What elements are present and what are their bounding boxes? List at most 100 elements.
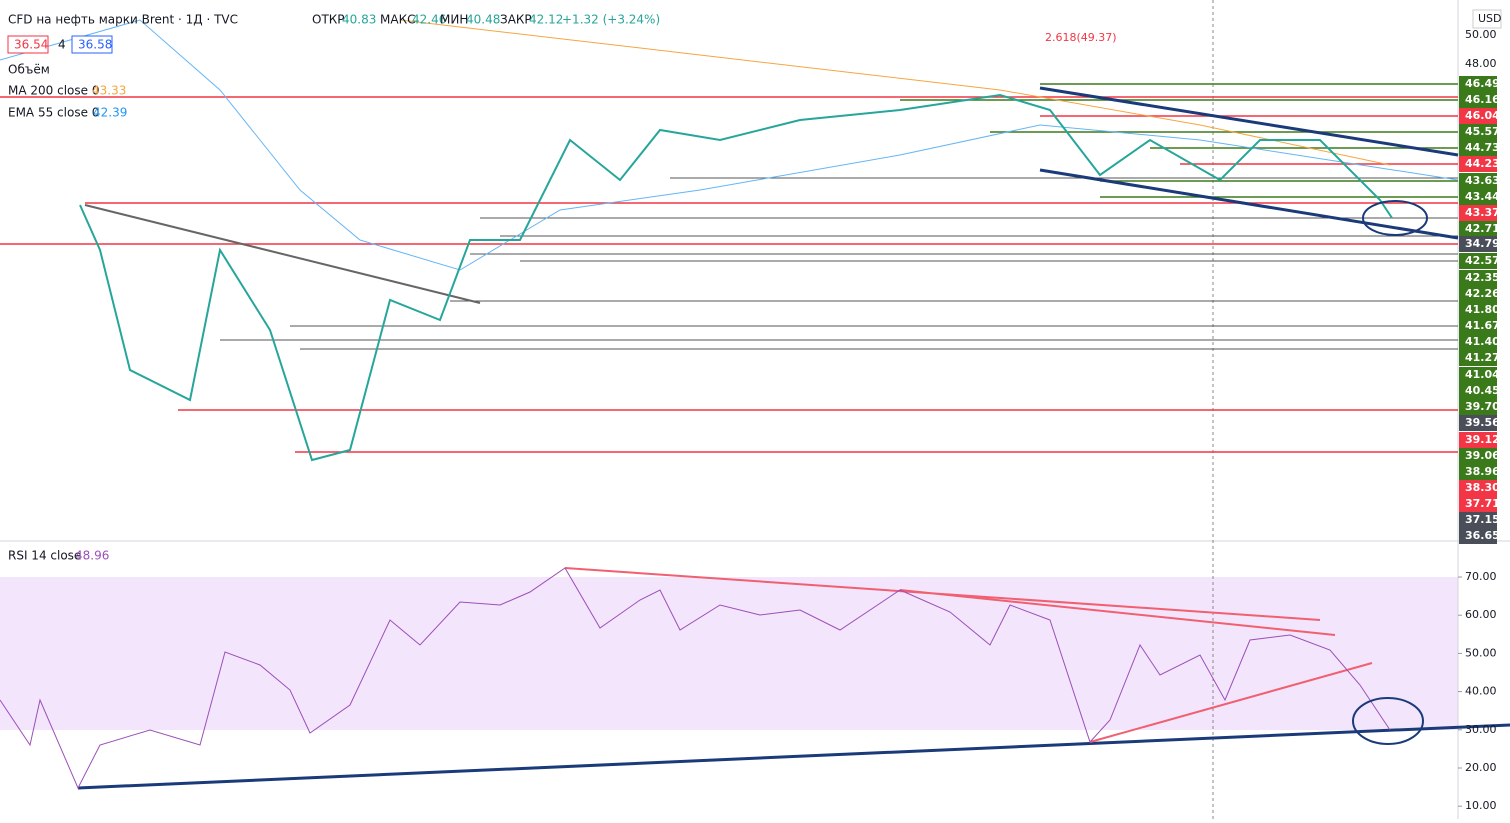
- price-label-bg: [1459, 205, 1497, 221]
- price-label: 44.73: [1465, 141, 1500, 154]
- price-label: 41.40: [1465, 335, 1500, 348]
- price-label-bg: [1459, 221, 1497, 237]
- ma-line: [399, 19, 1391, 166]
- price-label: 42.35: [1465, 271, 1500, 284]
- rsi-value: 48.96: [75, 549, 109, 563]
- price-label-bg: [1459, 236, 1497, 252]
- price-label: 46.49: [1465, 77, 1500, 90]
- price-label: 43.63: [1465, 174, 1500, 187]
- price-label-bg: [1459, 496, 1497, 512]
- price-label: 42.71: [1465, 222, 1500, 235]
- price-label-bg: [1459, 302, 1497, 318]
- rsi-line: [0, 567, 1391, 790]
- trendline: [1039, 168, 1459, 240]
- price-label-bg: [1459, 512, 1497, 528]
- annotation: [1362, 200, 1428, 236]
- rsi-trendline: [564, 567, 1336, 636]
- currency: USD: [1478, 12, 1502, 25]
- rsi-band: [0, 577, 1458, 730]
- rsi-label: 70.00: [1465, 570, 1497, 583]
- symbol: CFD на нефть марки Brent · 1Д · TVC: [8, 13, 238, 27]
- price-label-bg: [1459, 189, 1497, 205]
- price-label: 43.37: [1465, 206, 1500, 219]
- trendline: [84, 204, 481, 304]
- rsi-label: 50.00: [1465, 646, 1497, 659]
- price-label-bg: [1459, 124, 1497, 140]
- price-label: 46.16: [1465, 93, 1500, 106]
- open-label: ОТКР: [312, 13, 345, 27]
- price-label: 42.57: [1465, 254, 1500, 267]
- rsi-name: RSI 14 close: [8, 549, 81, 563]
- price-label: 41.67: [1465, 319, 1500, 332]
- low: 40.48: [466, 13, 500, 27]
- price-label: 41.04: [1465, 368, 1500, 381]
- price-label-bg: [1459, 432, 1497, 448]
- price-label: 44.23: [1465, 157, 1500, 170]
- ask: 36.58: [78, 38, 112, 52]
- rsi-label: 20.00: [1465, 761, 1497, 774]
- change: +1.32 (+3.24%): [562, 13, 660, 27]
- price-label: 48.00: [1465, 57, 1497, 70]
- price-label-bg: [1459, 270, 1497, 286]
- levels: [0, 96, 1458, 453]
- price-label: 37.71: [1465, 497, 1500, 510]
- spread: 4: [58, 38, 66, 52]
- price-label-bg: [1459, 173, 1497, 189]
- price-label-bg: [1459, 286, 1497, 302]
- volume: Объём: [8, 63, 50, 77]
- close-label: ЗАКР: [500, 13, 532, 27]
- ma-name: MA 200 close 0: [8, 84, 99, 98]
- price-label-bg: [1459, 253, 1497, 269]
- price-label-bg: [1459, 399, 1497, 415]
- price-label-bg: [1459, 415, 1497, 431]
- price-label: 43.44: [1465, 190, 1500, 203]
- price-label: 40.45: [1465, 384, 1500, 397]
- price-label: 39.12: [1465, 433, 1500, 446]
- bid: 36.54: [14, 38, 48, 52]
- ma-value: 43.33: [92, 84, 126, 98]
- ema-value: 42.39: [93, 106, 127, 120]
- bid-box[interactable]: [7, 35, 49, 54]
- price-label-bg: [1459, 464, 1497, 480]
- price-label: 39.56: [1465, 416, 1500, 429]
- price-label-bg: [1459, 367, 1497, 383]
- price-label-bg: [1459, 334, 1497, 350]
- price-label-bg: [1459, 140, 1497, 156]
- rsi-label: 10.00: [1465, 799, 1497, 812]
- price-label: 38.96: [1465, 465, 1500, 478]
- trendline: [1039, 86, 1459, 157]
- price-label: 42.26: [1465, 287, 1500, 300]
- price-label-bg: [1459, 528, 1497, 544]
- price-label: 41.27: [1465, 351, 1500, 364]
- price-label-bg: [1459, 383, 1497, 399]
- price-label: 50.00: [1465, 28, 1497, 41]
- rsi-trendline: [1089, 662, 1373, 743]
- price-label-bg: [1459, 448, 1497, 464]
- price-label: 34.79: [1465, 237, 1500, 250]
- price-label-bg: [1459, 156, 1497, 172]
- price-label: 38.30: [1465, 481, 1500, 494]
- open: 40.83: [342, 13, 376, 27]
- price-label: 36.65: [1465, 529, 1500, 542]
- price-label: 37.15: [1465, 513, 1500, 526]
- price-label-bg: [1459, 480, 1497, 496]
- price-line: [79, 93, 1393, 462]
- fib-label: 2.618(49.37): [1045, 31, 1117, 44]
- rsi-label: 60.00: [1465, 608, 1497, 621]
- price-label: 39.06: [1465, 449, 1500, 462]
- price-label-bg: [1459, 108, 1497, 124]
- low-label: МИН: [440, 13, 468, 27]
- currency-button[interactable]: [1472, 9, 1502, 29]
- price-label-bg: [1459, 92, 1497, 108]
- ema-name: EMA 55 close 0: [8, 106, 99, 120]
- close: 42.12: [529, 13, 563, 27]
- price-label-bg: [1459, 76, 1497, 92]
- high: 42.46: [412, 13, 446, 27]
- annotation: [1352, 697, 1424, 745]
- ask-box[interactable]: [71, 35, 113, 54]
- price-label-bg: [1459, 350, 1497, 366]
- legend: CFD на нефть марки Brent · 1Д · TVC ОТКР…: [7, 9, 1502, 563]
- price-label: 41.80: [1465, 303, 1500, 316]
- price-label: 46.04: [1465, 109, 1500, 122]
